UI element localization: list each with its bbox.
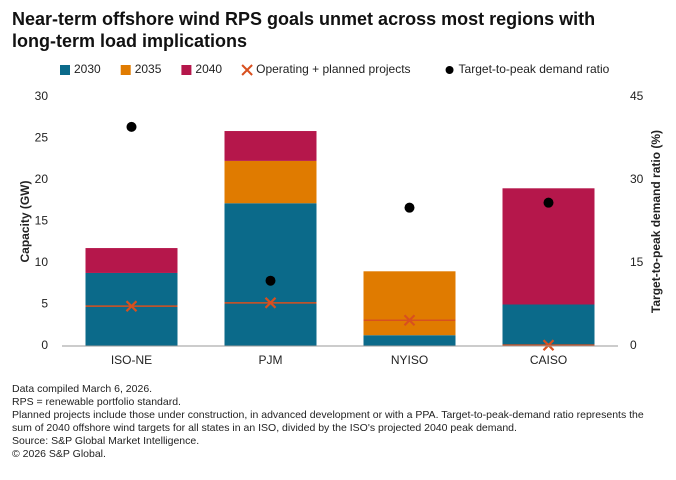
legend-swatch [181,65,192,75]
bar-segment [224,131,317,161]
cross-marker [542,339,555,351]
y-axis-title: Capacity (GW) [18,180,32,262]
cross-marker [125,300,138,312]
legend-swatch [445,66,454,74]
legend-label: 2030 [74,62,101,76]
legend-label: 2035 [135,62,162,76]
bar-segment [85,248,178,273]
bar-segment [224,203,317,346]
x-tick-label: PJM [259,353,283,367]
bar-segment [502,304,595,346]
y-tick-label: 15 [35,214,49,228]
dot-marker [126,121,137,132]
chart: 0 5 10 15 20 25 30 0 15 30 45 Capacity (GW) Target-t… [18,62,663,367]
y2-tick-label: 45 [630,89,644,103]
cross-marker [403,314,416,327]
bar-segment [363,335,456,346]
legend-swatch [120,65,131,75]
y-tick-label: 0 [41,338,48,352]
legend-label: Target-to-peak demand ratio [459,62,610,76]
dot-marker [265,275,276,286]
x-tick-label: ISO-NE [111,353,152,367]
notes: Data compiled March 6, 2026. RPS = renewa… [12,383,662,461]
legend-swatch [60,65,70,75]
y2-tick-label: 30 [630,172,644,186]
y2-axis-title: Target-to-peak demand ratio (%) [649,130,663,313]
x-tick-label: CAISO [530,353,567,367]
bar-segment [224,160,317,204]
legend-swatch [241,64,253,76]
y-tick-label: 20 [35,172,49,186]
y2-tick-label: 15 [630,255,644,269]
legend-label: Operating + planned projects [256,62,410,76]
y-tick-label: 10 [35,255,49,269]
x-tick-label: NYISO [391,353,428,367]
dot-marker [543,197,554,208]
note: RPS = renewable portfolio standard. [12,396,181,408]
legend-label: 2040 [195,62,222,76]
y2-tick-label: 0 [630,338,637,352]
note: Source: S&P Global Market Intelligence. [12,435,200,447]
chart-title: Near-term offshore wind RPS goals unmet … [12,9,596,51]
y-tick-label: 25 [35,131,49,145]
dot-marker [404,202,415,213]
y-tick-label: 5 [41,297,48,311]
note: Planned projects include those under con… [12,409,644,434]
bar-segment [363,271,456,336]
y-tick-label: 30 [35,89,49,103]
note: Data compiled March 6, 2026. [12,383,153,395]
bar-segment [85,272,178,346]
cross-marker [264,297,277,309]
note: © 2026 S&P Global. [12,448,106,460]
